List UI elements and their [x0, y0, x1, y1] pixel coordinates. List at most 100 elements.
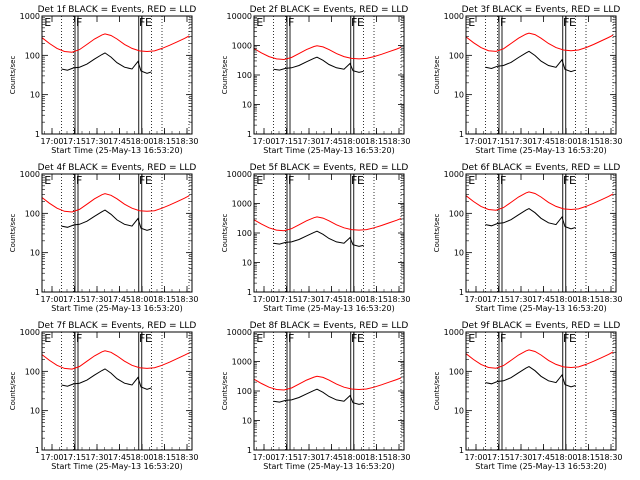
x-axis-label: Start Time (25-May-13 16:53:20) [51, 146, 182, 155]
x-tick-label: 17:00 [40, 137, 63, 146]
x-tick-label: 17:45 [320, 295, 343, 304]
x-tick-label: 18:00 [130, 295, 153, 304]
x-tick-label: 17:45 [320, 137, 343, 146]
panel-title: Det 8f BLACK = Events, RED = LLD [250, 321, 409, 331]
detector-panel-8: Det 8f BLACK = Events, RED = LLD Counts/s… [221, 321, 411, 471]
detector-panel-2: Det 2f BLACK = Events, RED = LLD Counts/s… [221, 5, 411, 155]
detector-panel-3: Det 3f BLACK = Events, RED = LLD Counts/s… [433, 5, 623, 155]
x-axis-label: Start Time (25-May-13 16:53:20) [51, 462, 182, 471]
y-axis-label: Counts/sec [9, 372, 17, 411]
panel-title: Det 1f BLACK = Events, RED = LLD [38, 5, 197, 15]
black-events-series [273, 56, 364, 73]
y-tick-label: 1 [247, 130, 252, 139]
y-tick-label: 10 [454, 249, 464, 258]
detector-panel-1: Det 1f BLACK = Events, RED = LLD Counts/s… [9, 5, 199, 155]
x-tick-label: 18:30 [175, 295, 198, 304]
interval-marker: F [139, 174, 145, 187]
x-tick-label: 17:15 [487, 295, 510, 304]
x-axis-label: Start Time (25-May-13 16:53:20) [475, 462, 606, 471]
interval-marker: E [44, 16, 51, 29]
y-tick-label: 100 [237, 71, 252, 80]
black-events-series [61, 209, 152, 231]
y-tick-label: 100 [449, 209, 464, 218]
x-tick-label: 17:00 [464, 137, 487, 146]
interval-marker: E [44, 332, 51, 345]
y-axis-label: Counts/sec [221, 56, 229, 95]
x-tick-label: 17:00 [252, 295, 275, 304]
x-tick-label: 17:15 [63, 137, 86, 146]
interval-marker: F [288, 332, 294, 345]
interval-marker: F [563, 332, 569, 345]
y-tick-label: 1000 [232, 358, 252, 367]
x-axis-label: Start Time (25-May-13 16:53:20) [475, 304, 606, 313]
x-tick-label: 17:00 [464, 453, 487, 462]
y-tick-label: 10 [242, 259, 252, 268]
interval-marker: F [351, 332, 357, 345]
black-events-series [485, 50, 576, 73]
interval-marker: F [563, 174, 569, 187]
y-tick-label: 1000 [444, 328, 464, 337]
red-lld-series [41, 193, 190, 213]
interval-marker: F [139, 16, 145, 29]
x-axis-label: Start Time (25-May-13 16:53:20) [475, 146, 606, 155]
detector-panel-6: Det 6f BLACK = Events, RED = LLD Counts/s… [433, 163, 623, 313]
interval-marker: E [569, 174, 576, 187]
interval-marker: E [357, 16, 364, 29]
y-tick-label: 1000 [20, 12, 40, 21]
x-tick-label: 18:15 [577, 295, 600, 304]
x-tick-label: 17:15 [63, 295, 86, 304]
panel-title: Det 6f BLACK = Events, RED = LLD [462, 163, 621, 173]
plot-frame [253, 15, 405, 135]
y-axis-label: Counts/sec [433, 56, 441, 95]
plot-frame [465, 331, 617, 451]
y-tick-label: 10000 [227, 328, 252, 337]
red-lld-series [41, 350, 190, 370]
red-lld-series [465, 191, 614, 211]
panel-title: Det 2f BLACK = Events, RED = LLD [250, 5, 409, 15]
x-tick-label: 18:00 [554, 453, 577, 462]
x-tick-label: 17:30 [509, 137, 532, 146]
interval-marker: F [76, 174, 82, 187]
y-tick-label: 10 [454, 91, 464, 100]
x-tick-label: 17:45 [532, 137, 555, 146]
plot-frame [253, 173, 405, 293]
x-tick-label: 17:30 [297, 295, 320, 304]
y-tick-label: 1 [459, 288, 464, 297]
x-tick-label: 17:45 [108, 295, 131, 304]
interval-marker: E [145, 174, 152, 187]
y-tick-label: 10 [454, 407, 464, 416]
y-tick-label: 1 [247, 446, 252, 455]
interval-marker: F [76, 332, 82, 345]
red-lld-series [41, 33, 190, 53]
y-tick-label: 100 [449, 367, 464, 376]
plot-frame [465, 173, 617, 293]
x-tick-label: 17:30 [297, 453, 320, 462]
x-tick-label: 17:30 [85, 453, 108, 462]
interval-marker: E [357, 174, 364, 187]
y-axis-label: Counts/sec [433, 214, 441, 253]
detector-panel-5: Det 5f BLACK = Events, RED = LLD Counts/s… [221, 163, 411, 313]
y-tick-label: 1000 [232, 42, 252, 51]
x-tick-label: 18:15 [577, 137, 600, 146]
black-events-series [61, 368, 152, 390]
x-tick-label: 18:30 [175, 453, 198, 462]
x-tick-label: 17:15 [275, 137, 298, 146]
x-tick-label: 17:45 [108, 453, 131, 462]
interval-marker: E [145, 332, 152, 345]
panel-title: Det 3f BLACK = Events, RED = LLD [462, 5, 621, 15]
interval-marker: F [288, 16, 294, 29]
black-events-series [61, 52, 152, 74]
plot-frame [41, 173, 193, 293]
x-tick-label: 17:15 [487, 137, 510, 146]
y-tick-label: 1000 [444, 12, 464, 21]
x-tick-label: 17:00 [464, 295, 487, 304]
interval-marker: E [468, 174, 475, 187]
interval-marker: F [500, 332, 506, 345]
y-tick-label: 1 [247, 288, 252, 297]
interval-marker: E [256, 16, 263, 29]
y-axis-label: Counts/sec [221, 214, 229, 253]
x-tick-label: 17:30 [509, 295, 532, 304]
black-events-series [485, 366, 576, 388]
detector-panel-4: Det 4f BLACK = Events, RED = LLD Counts/s… [9, 163, 199, 313]
x-tick-label: 17:45 [320, 453, 343, 462]
